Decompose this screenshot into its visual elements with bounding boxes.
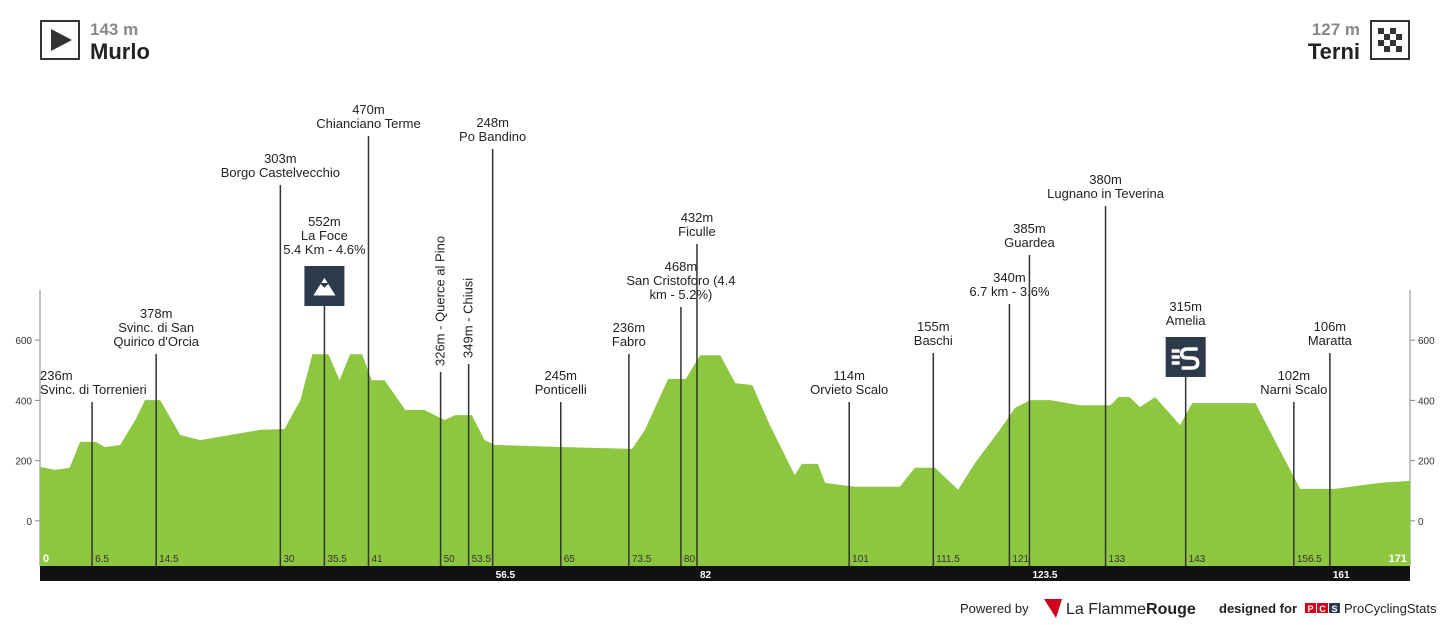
waypoint-label: San Cristoforo (4.4 <box>626 273 735 288</box>
y-tick-label: 200 <box>1418 457 1435 468</box>
brand-b: Rouge <box>1146 601 1196 618</box>
waypoint-label: 468m <box>665 259 698 274</box>
waypoint-label: La Foce <box>301 228 348 243</box>
waypoint-label: 236m <box>40 368 73 383</box>
km-label: 53.5 <box>472 554 492 565</box>
designed-for: designed for <box>1219 601 1297 616</box>
waypoint-label: 378m <box>140 306 173 321</box>
finish-elevation: 127 m <box>1312 20 1360 39</box>
waypoint-label: Svinc. di San <box>118 320 194 335</box>
sprint-glyph <box>1171 347 1200 370</box>
km-bar-label: 123.5 <box>1032 570 1057 581</box>
waypoint-label: 6.7 km - 3.6% <box>969 284 1050 299</box>
waypoint-label: Svinc. di Torrenieri <box>40 382 147 397</box>
waypoint-label: 102m <box>1278 368 1311 383</box>
waypoint-label: Borgo Castelvecchio <box>221 165 340 180</box>
km-label: 121 <box>1012 554 1029 565</box>
finish-name: Terni <box>1308 39 1360 64</box>
km-bar-label: 82 <box>700 570 712 581</box>
waypoint-label: 315m <box>1169 299 1202 314</box>
climb-glyph <box>311 276 338 297</box>
powered-by: Powered by <box>960 601 1029 616</box>
waypoint-label: Lugnano in Teverina <box>1047 186 1165 201</box>
waypoint-label: 470m <box>352 102 385 117</box>
waypoint-label: Narni Scalo <box>1260 382 1327 397</box>
waypoint-label: Po Bandino <box>459 129 526 144</box>
pcs-box <box>1305 603 1316 613</box>
y-tick-label: 0 <box>26 517 32 528</box>
start-icon <box>40 20 80 60</box>
km-label: 111.5 <box>936 554 960 565</box>
brand: La FlammeRouge <box>1066 601 1196 618</box>
km-label: 30 <box>283 554 295 565</box>
waypoint-label: Baschi <box>914 333 953 348</box>
waypoint-label: 5.4 Km - 4.6% <box>283 242 366 257</box>
km-label: 41 <box>371 554 383 565</box>
waypoint-label: Quirico d'Orcia <box>113 334 199 349</box>
waypoint-label: 349m - Chiusi <box>461 278 476 358</box>
pcs-box <box>1317 603 1328 613</box>
km-label: 50 <box>444 554 456 565</box>
y-tick-label: 200 <box>15 457 32 468</box>
pcs-letter: C <box>1319 604 1326 614</box>
waypoint-label: 380m <box>1089 172 1122 187</box>
waypoint-label: Fabro <box>612 334 646 349</box>
climb-icon <box>304 266 345 306</box>
pcs-letter: P <box>1307 604 1313 614</box>
km-label: 6.5 <box>95 554 109 565</box>
km-label: 35.5 <box>327 554 347 565</box>
km-label: 133 <box>1109 554 1126 565</box>
km-start: 0 <box>43 553 49 565</box>
waypoint-label: 114m <box>833 368 865 383</box>
brand-a: La Flamme <box>1066 601 1146 618</box>
waypoint-label: 326m - Querce al Pino <box>433 236 448 366</box>
pcs-box <box>1329 603 1340 613</box>
y-tick-label: 0 <box>1418 517 1424 528</box>
y-tick-label: 400 <box>1418 396 1435 407</box>
waypoint-label: 432m <box>681 210 714 225</box>
km-label: 143 <box>1189 554 1206 565</box>
y-tick-label: 400 <box>15 396 32 407</box>
km-end: 171 <box>1389 553 1407 565</box>
waypoint-label: 552m <box>308 214 341 229</box>
waypoint-label: 155m <box>917 319 950 334</box>
footer: Powered by La FlammeRouge designed for P… <box>960 599 1437 618</box>
km-bar-label: 56.5 <box>496 570 516 581</box>
y-tick-label: 600 <box>1418 336 1435 347</box>
pcs-name: ProCyclingStats <box>1344 601 1437 616</box>
waypoint-label: 106m <box>1314 319 1347 334</box>
km-bar <box>40 566 1410 581</box>
km-label: 73.5 <box>632 554 652 565</box>
waypoint-label: 236m <box>613 320 646 335</box>
waypoint-label: Ponticelli <box>535 382 587 397</box>
start-name: Murlo <box>90 39 150 64</box>
waypoint-label: 385m <box>1013 221 1046 236</box>
km-label: 14.5 <box>159 554 179 565</box>
start-elevation: 143 m <box>90 20 138 39</box>
km-label: 65 <box>564 554 576 565</box>
waypoint-label: km - 5.2%) <box>650 287 713 302</box>
waypoint-label: 248m <box>476 115 509 130</box>
km-label: 80 <box>684 554 696 565</box>
pcs-letter: S <box>1331 604 1337 614</box>
waypoint-label: Guardea <box>1004 235 1055 250</box>
km-label: 101 <box>852 554 869 565</box>
waypoint-label: Ficulle <box>678 224 716 239</box>
waypoint-label: Amelia <box>1166 313 1207 328</box>
elevation-area <box>40 354 1410 566</box>
waypoint-label: 245m <box>544 368 577 383</box>
flamme-logo <box>1044 599 1062 618</box>
waypoint-label: Orvieto Scalo <box>810 382 888 397</box>
y-tick-label: 600 <box>15 336 32 347</box>
km-label: 156.5 <box>1297 554 1322 565</box>
km-bar-label: 161 <box>1333 570 1350 581</box>
finish-icon <box>1370 20 1410 60</box>
waypoint-label: 303m <box>264 151 297 166</box>
waypoint-label: 340m <box>993 270 1026 285</box>
waypoint-label: Chianciano Terme <box>316 116 421 131</box>
waypoint-label: Maratta <box>1308 333 1353 348</box>
